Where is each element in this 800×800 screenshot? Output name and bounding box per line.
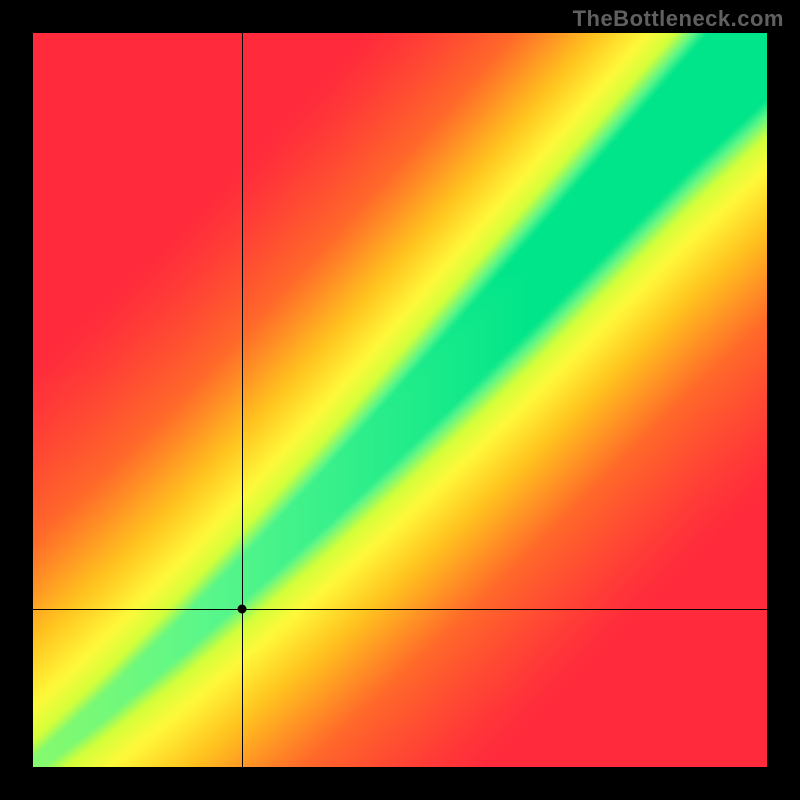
chart-container: TheBottleneck.com [0,0,800,800]
crosshair-marker [238,605,247,614]
crosshair-horizontal [33,609,767,610]
watermark-text: TheBottleneck.com [573,6,784,32]
crosshair-vertical [242,33,243,767]
plot-area [33,33,767,767]
heatmap-canvas [33,33,767,767]
